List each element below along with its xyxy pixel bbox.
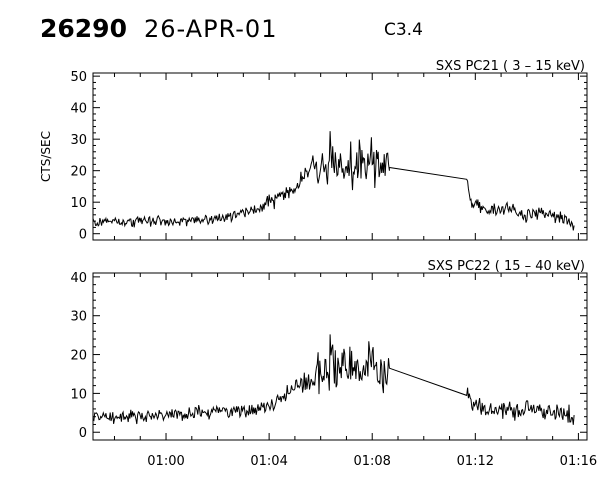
y-axis-label: CTS/SEC — [39, 131, 53, 182]
panel-title: SXS PC21 ( 3 – 15 keV) — [436, 59, 585, 74]
y-tick-label: 20 — [70, 349, 87, 364]
panel-title: SXS PC22 ( 15 – 40 keV) — [428, 259, 585, 274]
y-tick-label: 50 — [70, 70, 87, 85]
series-line — [93, 131, 575, 231]
plot-frame — [92, 272, 588, 441]
y-tick-label: 0 — [79, 426, 87, 441]
flare-class: C3.4 — [384, 20, 423, 40]
plot-frame — [92, 72, 588, 241]
y-tick-label: 30 — [70, 133, 87, 148]
y-tick-label: 10 — [70, 387, 87, 402]
x-tick-label: 01:04 — [250, 454, 287, 469]
panel-pc21: 0 10 20 30 40 50 SXS PC21 ( 3 – 15 keV) CTS/SEC — [39, 59, 588, 243]
y-tick-label: 0 — [79, 228, 87, 243]
y-tick-label: 40 — [70, 102, 87, 117]
y-tick-label: 40 — [70, 271, 87, 286]
event-number: 26290 — [40, 14, 127, 43]
y-tick-label: 30 — [70, 310, 87, 325]
x-tick-label: 01:08 — [353, 454, 390, 469]
x-tick-label: 01:12 — [457, 454, 494, 469]
x-tick-label: 01:16 — [560, 454, 597, 469]
y-tick-label: 20 — [70, 165, 87, 180]
event-date: 26-APR-01 — [144, 15, 278, 43]
series-line — [93, 334, 575, 425]
x-tick-label: 01:00 — [147, 454, 184, 469]
y-tick-label: 10 — [70, 196, 87, 211]
panel-pc22: 0 10 20 30 40 SXS PC22 ( 15 – 40 keV) 01:00 01:… — [70, 259, 597, 469]
